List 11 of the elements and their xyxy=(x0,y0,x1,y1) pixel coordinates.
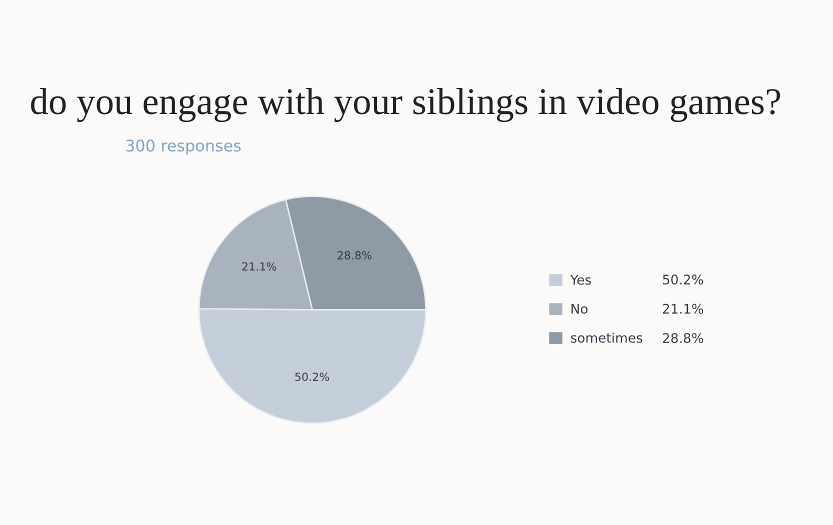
legend-label: sometimes xyxy=(570,332,642,343)
chart-subtitle: 300 responses xyxy=(126,140,241,155)
data-label: 50.2% xyxy=(295,372,330,382)
data-label: 28.8% xyxy=(338,251,372,260)
chart-title: do you engage with your siblings in video games? xyxy=(31,88,780,122)
legend-label: No xyxy=(572,304,588,314)
text: 50.2% xyxy=(662,274,704,285)
data-label: 21.1% xyxy=(242,262,276,271)
text: 28.8% xyxy=(662,333,704,344)
legend-label: Yes xyxy=(570,274,591,285)
text: 21.1% xyxy=(662,304,704,314)
